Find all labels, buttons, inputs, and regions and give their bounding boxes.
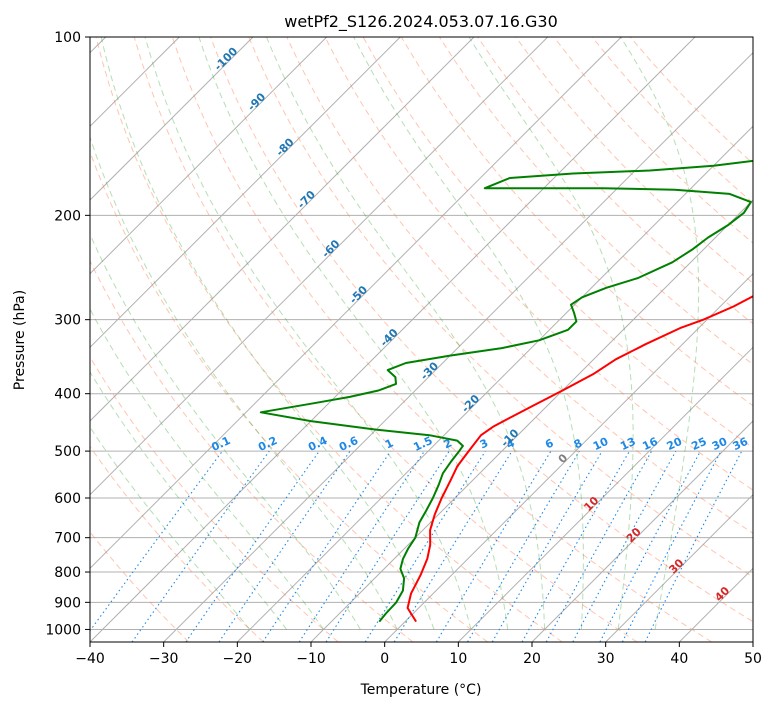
y-tick-label: 900 <box>54 595 81 611</box>
x-tick-label: 20 <box>523 651 541 667</box>
x-tick-label: 30 <box>597 651 615 667</box>
plot-frame <box>89 36 754 643</box>
mixing-ratio-label: 10 <box>591 435 611 453</box>
dry-adiabat-line <box>324 37 753 491</box>
isotherm-line <box>531 420 753 642</box>
moist-adiabat-line <box>90 233 361 630</box>
y-tick-label: 1000 <box>45 622 81 638</box>
x-tick-label: −40 <box>75 651 105 667</box>
y-tick-label: 300 <box>54 313 81 329</box>
isotherm-line <box>90 37 328 275</box>
isotherm-line <box>605 493 753 642</box>
y-tick-label: 100 <box>54 30 81 46</box>
plot-area <box>90 37 753 642</box>
isotherm-line <box>752 641 753 642</box>
moist-adiabat-line <box>100 37 435 630</box>
dewpoint-line <box>259 159 753 623</box>
y-tick-label: 500 <box>54 444 81 460</box>
y-tick-label: 800 <box>54 565 81 581</box>
y-axis-ticks: 100 200 300 400 500 600 700 800 900 1000 <box>45 30 90 638</box>
y-tick-label: 400 <box>54 387 81 403</box>
mixing-ratio-line <box>435 450 552 642</box>
background-lines <box>90 37 753 642</box>
dry-adiabat-line <box>210 37 753 623</box>
isotherm-line <box>90 37 475 422</box>
chart-title: wetPf2_S126.2024.053.07.16.G30 <box>284 12 558 32</box>
x-tick-label: 50 <box>744 651 762 667</box>
moist-adiabat-line <box>144 37 472 630</box>
dry-adiabat-line <box>133 37 638 642</box>
isotherm-line <box>90 37 549 496</box>
mixing-ratio-label: 36 <box>731 435 751 453</box>
mixing-ratio-line <box>218 450 351 642</box>
mixing-ratio-line <box>393 450 513 642</box>
y-tick-label: 600 <box>54 491 81 507</box>
isotherm-line <box>90 37 254 201</box>
mixing-ratio-label: 20 <box>665 435 685 453</box>
x-axis-ticks: −40 −30 −20 −10 0 10 20 30 40 50 <box>75 642 762 667</box>
dry-adiabat-line <box>515 37 753 284</box>
isotherm-line <box>384 272 753 642</box>
mixing-ratio-label: 13 <box>618 435 637 453</box>
mixing-ratio-line <box>572 450 677 642</box>
dry-adiabat-line <box>95 37 563 642</box>
x-axis-label: Temperature (°C) <box>360 682 482 698</box>
moist-adiabat-line <box>90 370 288 630</box>
isotherm-line <box>163 51 753 642</box>
profile-lines <box>259 159 753 623</box>
mixing-ratio-line <box>185 450 320 642</box>
isotherm-line <box>457 346 753 642</box>
moist-adiabat-line <box>198 37 509 630</box>
x-tick-label: −20 <box>223 651 253 667</box>
mixing-ratio-line <box>298 450 425 642</box>
mixing-ratio-label: 16 <box>640 435 660 453</box>
x-tick-label: 10 <box>449 651 467 667</box>
isotherm-line <box>90 37 401 349</box>
x-tick-label: −30 <box>149 651 179 667</box>
dry-adiabat-line <box>171 37 712 642</box>
dry-adiabat-line <box>90 259 414 642</box>
mixing-ratio-line <box>325 450 450 642</box>
moist-adiabat-line <box>90 426 251 630</box>
moist-adiabat-line <box>468 37 634 630</box>
temperature-line <box>406 295 753 623</box>
moist-adiabat-line <box>353 37 584 630</box>
mixing-ratio-line <box>364 450 486 642</box>
mixing-ratio-line <box>262 450 392 642</box>
mixing-ratio-label: 25 <box>689 435 708 453</box>
mixing-ratio-line <box>467 450 580 642</box>
x-tick-label: −10 <box>296 651 326 667</box>
moist-adiabat-line <box>620 37 700 630</box>
dry-adiabat-line <box>286 37 753 534</box>
y-tick-label: 700 <box>54 531 81 547</box>
moist-adiabat-line <box>266 37 546 630</box>
moist-adiabat-line <box>90 135 398 630</box>
y-tick-label: 200 <box>54 208 81 224</box>
isotherm-line <box>90 37 696 642</box>
x-tick-label: 40 <box>670 651 688 667</box>
mixing-ratio-label: 30 <box>710 435 730 453</box>
y-axis-label: Pressure (hPa) <box>12 290 28 390</box>
dry-adiabat-line <box>248 37 753 578</box>
isotherm-line <box>90 37 622 570</box>
x-tick-label: 0 <box>380 651 389 667</box>
dry-adiabat-line <box>90 445 264 642</box>
moist-adiabat-line <box>90 308 324 630</box>
mixing-ratio-line <box>599 450 701 642</box>
